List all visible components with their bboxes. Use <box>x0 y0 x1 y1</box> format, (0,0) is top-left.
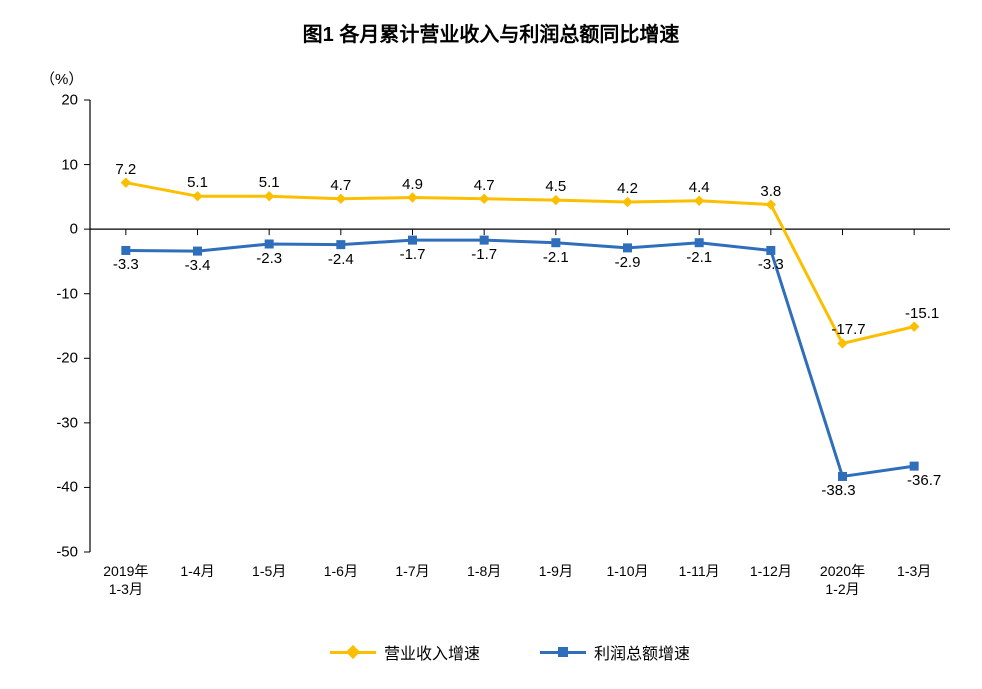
data-label: -2.4 <box>328 251 354 268</box>
data-label: -15.1 <box>905 305 939 322</box>
x-tick-label: 2020年 1-2月 <box>820 562 865 598</box>
legend-swatch-profit <box>540 645 586 659</box>
x-tick-label: 1-6月 <box>324 562 358 580</box>
data-label: -2.1 <box>686 249 712 266</box>
y-tick-label: -20 <box>0 350 78 367</box>
y-tick-label: -40 <box>0 479 78 496</box>
data-label: 4.7 <box>474 177 495 194</box>
x-tick-label: 1-8月 <box>467 562 501 580</box>
data-label: -38.3 <box>821 482 855 499</box>
data-label: 5.1 <box>259 174 280 191</box>
data-label: -36.7 <box>907 472 941 489</box>
legend-label: 利润总额增速 <box>594 640 690 664</box>
data-label: -2.1 <box>543 249 569 266</box>
x-tick-label: 1-10月 <box>606 562 648 580</box>
y-tick-label: 0 <box>0 221 78 238</box>
x-tick-label: 1-5月 <box>252 562 286 580</box>
legend: 营业收入增速 利润总额增速 <box>250 640 770 664</box>
data-label: -3.3 <box>113 256 139 273</box>
data-label: -2.3 <box>256 250 282 267</box>
data-label: -1.7 <box>471 246 497 263</box>
x-tick-label: 2019年 1-3月 <box>103 562 148 598</box>
y-tick-label: 10 <box>0 156 78 173</box>
x-tick-label: 1-11月 <box>679 562 720 580</box>
y-tick-label: 20 <box>0 92 78 109</box>
legend-item: 营业收入增速 <box>330 640 480 664</box>
x-tick-label: 1-12月 <box>750 562 792 580</box>
data-label: 4.9 <box>402 176 423 193</box>
data-label: -3.4 <box>185 257 211 274</box>
x-tick-label: 1-3月 <box>897 562 931 580</box>
data-label: 7.2 <box>115 161 136 178</box>
y-tick-label: -50 <box>0 544 78 561</box>
data-label: 3.8 <box>760 183 781 200</box>
y-tick-label: -30 <box>0 414 78 431</box>
data-label: 5.1 <box>187 174 208 191</box>
data-label: 4.4 <box>689 179 710 196</box>
data-label: -3.3 <box>758 256 784 273</box>
data-label: -17.7 <box>831 321 865 338</box>
legend-item: 利润总额增速 <box>540 640 690 664</box>
data-label: 4.7 <box>330 177 351 194</box>
x-tick-label: 1-9月 <box>539 562 573 580</box>
x-tick-label: 1-4月 <box>180 562 214 580</box>
data-label: 4.5 <box>545 178 566 195</box>
data-label: -2.9 <box>615 254 641 271</box>
data-label: 4.2 <box>617 180 638 197</box>
data-label: -1.7 <box>400 246 426 263</box>
y-tick-label: -10 <box>0 285 78 302</box>
chart-container: 图1 各月累计营业收入与利润总额同比增速 （%） -50-40-30-20-10… <box>0 0 982 689</box>
x-tick-label: 1-7月 <box>395 562 429 580</box>
legend-swatch-revenue <box>330 645 376 659</box>
legend-label: 营业收入增速 <box>384 640 480 664</box>
